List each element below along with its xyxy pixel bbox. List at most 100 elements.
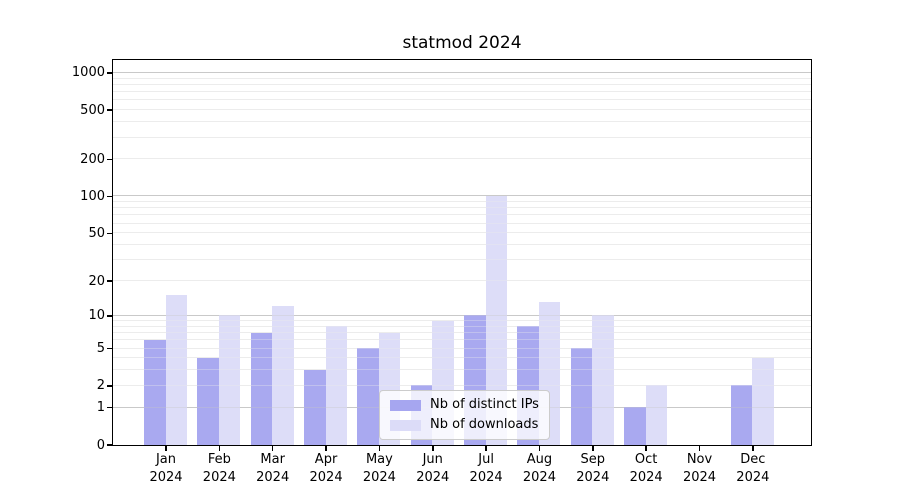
legend: Nb of distinct IPs Nb of downloads: [379, 390, 550, 440]
y-tick-mark-2: [106, 385, 112, 387]
legend-patch-downloads-icon: [390, 419, 421, 431]
y-tick-label-200: 200: [80, 151, 105, 167]
x-tick-label-feb: Feb 2024: [202, 452, 236, 485]
x-tick-label-dec: Dec 2024: [736, 452, 770, 485]
y-tick-mark-1000: [106, 72, 112, 74]
chart-title: statmod 2024: [402, 33, 522, 53]
bar-downloads-oct: [645, 385, 668, 445]
bar-distinct-ips-dec: [730, 385, 753, 445]
y-tick-label-0: 0: [96, 437, 105, 453]
legend-label-downloads: Nb of downloads: [430, 417, 539, 432]
plot-area: [111, 59, 812, 446]
y-tick-label-50: 50: [88, 225, 105, 241]
x-tick-label-mar: Mar 2024: [256, 452, 290, 485]
gridline-y-900: [112, 77, 811, 79]
x-tick-label-jan: Jan 2024: [149, 452, 183, 485]
y-tick-label-2: 2: [96, 378, 105, 394]
y-tick-mark-0: [106, 444, 112, 446]
x-tick-label-jul: Jul 2024: [469, 452, 503, 485]
legend-item-distinct-ips: Nb of distinct IPs: [390, 398, 539, 412]
bar-distinct-ips-jan: [144, 339, 166, 445]
x-tick-label-sep: Sep 2024: [576, 452, 610, 485]
bar-downloads-mar: [272, 306, 294, 445]
x-tick-mark-aug: [538, 445, 541, 451]
gridline-y-500: [112, 109, 811, 111]
gridline-y-90: [112, 201, 811, 203]
y-tick-mark-50: [106, 232, 112, 234]
bar-distinct-ips-apr: [304, 369, 326, 445]
x-tick-mark-oct: [645, 445, 647, 451]
bar-distinct-ips-sep: [570, 348, 593, 445]
gridline-y-100: [112, 195, 811, 197]
gridline-y-600: [112, 99, 811, 101]
y-tick-label-1000: 1000: [71, 65, 105, 81]
gridlines: [112, 60, 811, 445]
gridline-y-800: [112, 83, 811, 85]
bars: [113, 60, 811, 445]
bar-distinct-ips-may: [357, 348, 379, 445]
legend-label-distinct-ips: Nb of distinct IPs: [430, 397, 539, 412]
y-tick-mark-1: [106, 406, 112, 409]
y-tick-mark-100: [106, 195, 112, 198]
x-tick-label-nov: Nov 2024: [682, 452, 717, 485]
gridline-y-80: [112, 207, 811, 209]
bar-distinct-ips-feb: [197, 357, 219, 445]
y-tick-mark-5: [106, 347, 112, 350]
bar-downloads-jul: [485, 195, 508, 445]
y-tick-mark-10: [106, 315, 112, 317]
gridline-y-8: [112, 325, 811, 327]
x-tick-mark-jan: [165, 445, 167, 451]
x-tick-label-oct: Oct 2024: [629, 452, 663, 485]
x-tick-mark-mar: [271, 445, 274, 451]
gridline-y-2: [112, 384, 811, 386]
bar-downloads-feb: [218, 315, 241, 445]
gridline-y-7: [112, 332, 811, 334]
gridline-y-9: [112, 320, 811, 321]
x-tick-mark-dec: [752, 445, 754, 451]
gridline-y-70: [112, 214, 811, 216]
gridline-y-3: [112, 369, 811, 371]
x-tick-label-apr: Apr 2024: [309, 452, 343, 485]
gridline-y-10: [112, 314, 811, 316]
gridline-y-50: [112, 232, 811, 234]
x-tick-mark-jul: [485, 445, 487, 451]
bar-downloads-dec: [752, 357, 774, 445]
x-tick-mark-jun: [432, 445, 434, 451]
bar-downloads-apr: [325, 326, 348, 445]
x-tick-mark-apr: [325, 445, 327, 451]
x-tick-mark-nov: [698, 445, 701, 451]
y-tick-label-1: 1: [96, 400, 105, 416]
gridline-y-60: [112, 222, 811, 224]
legend-patch-distinct-ips-icon: [390, 399, 421, 411]
y-tick-label-100: 100: [80, 188, 105, 204]
gridline-y-300: [112, 136, 811, 138]
gridline-y-30: [112, 259, 811, 261]
y-tick-label-5: 5: [96, 341, 105, 356]
y-tick-label-500: 500: [80, 102, 105, 118]
gridline-y-700: [112, 91, 811, 93]
gridline-y-5: [112, 347, 811, 349]
y-tick-mark-500: [106, 109, 112, 111]
y-tick-mark-20: [106, 280, 112, 282]
gridline-y-1000: [112, 71, 811, 73]
x-tick-label-aug: Aug 2024: [522, 452, 556, 485]
y-tick-label-20: 20: [88, 273, 105, 289]
x-tick-label-jun: Jun 2024: [416, 452, 450, 485]
y-tick-mark-200: [106, 158, 112, 161]
gridline-y-6: [112, 339, 811, 341]
x-tick-mark-feb: [218, 445, 221, 451]
bar-distinct-ips-oct: [624, 407, 646, 445]
bar-downloads-jan: [165, 295, 187, 445]
gridline-y-4: [112, 357, 811, 359]
gridline-y-200: [112, 158, 811, 160]
bar-distinct-ips-mar: [250, 332, 273, 445]
bar-downloads-sep: [592, 315, 614, 445]
gridline-y-400: [112, 121, 811, 123]
gridline-y-40: [112, 244, 811, 246]
x-tick-label-may: May 2024: [362, 452, 396, 485]
x-tick-mark-may: [378, 445, 381, 451]
y-tick-label-10: 10: [88, 308, 105, 324]
legend-item-downloads: Nb of downloads: [390, 418, 539, 432]
gridline-y-20: [112, 280, 811, 282]
